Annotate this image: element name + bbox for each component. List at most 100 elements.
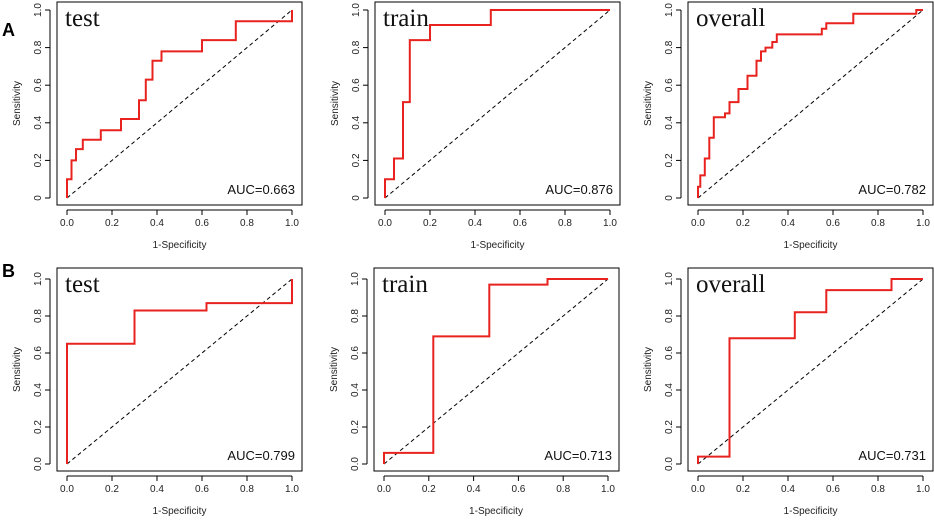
y-tick-label: 0: [664, 195, 675, 201]
plot-frame: [56, 1, 303, 206]
y-tick-label: 0: [33, 195, 44, 201]
y-tick-label: 0.2: [350, 420, 361, 434]
x-tick-label: 0.6: [195, 218, 209, 229]
roc-curve-line: [66, 279, 293, 464]
y-tick-label: 0.8: [33, 309, 44, 323]
plot-frame: [373, 267, 620, 472]
y-tick-label: 1.0: [33, 3, 44, 17]
roc-curve-line: [66, 10, 293, 198]
x-tick-label: 0.4: [468, 218, 482, 229]
y-tick-label: 0.6: [664, 346, 675, 360]
roc-curve-line: [383, 278, 608, 464]
diagonal-reference-line: [383, 278, 609, 465]
y-tick-label: 0.0: [350, 457, 361, 471]
row-label-b: B: [2, 261, 15, 281]
plot-frame: [687, 1, 934, 206]
x-axis-title: 1-Specificity: [469, 506, 523, 517]
y-tick-label: 0.4: [33, 383, 44, 397]
y-tick-label: 0.6: [664, 78, 675, 92]
x-tick-label: 0.2: [736, 484, 750, 495]
y-tick-label: 0.0: [664, 457, 675, 471]
panel-title: test: [65, 271, 100, 298]
x-axis-title: 1-Specificity: [784, 240, 838, 251]
y-tick-label: 0.6: [33, 346, 44, 360]
panel-title: train: [383, 5, 429, 32]
y-tick-label: 0.4: [664, 115, 675, 129]
y-tick-label: 0.4: [33, 115, 44, 129]
x-tick-label: 1.0: [916, 218, 930, 229]
y-tick-label: 0: [351, 195, 362, 201]
x-tick-label: 0.0: [691, 484, 705, 495]
y-tick-label: 1.0: [664, 3, 675, 17]
x-tick-label: 0.0: [60, 218, 74, 229]
roc-panel-6: 0.0 0.2 0.4 0.6 0.8 1.0 0.0 0.2 0.4 0.6 0.8 1.0 1-Sp…: [643, 267, 934, 517]
y-axis-title: Sensitivity: [12, 81, 23, 126]
x-tick-label: 0.6: [513, 218, 527, 229]
x-tick-label: 0.0: [378, 218, 392, 229]
y-tick-label: 0.2: [664, 153, 675, 167]
x-axis-title: 1-Specificity: [153, 240, 207, 251]
x-tick-label: 0.8: [871, 218, 885, 229]
y-tick-label: 0.2: [33, 420, 44, 434]
x-tick-label: 1.0: [603, 218, 617, 229]
roc-curve-line: [697, 278, 923, 464]
x-tick-label: 0.2: [423, 218, 437, 229]
x-tick-label: 0.2: [105, 484, 119, 495]
y-tick-label: 0.4: [351, 115, 362, 129]
x-tick-label: 0.8: [558, 218, 572, 229]
y-tick-label: 0.2: [33, 153, 44, 167]
x-tick-label: 0.8: [240, 218, 254, 229]
y-tick-label: 1.0: [350, 272, 361, 286]
x-axis-title: 1-Specificity: [153, 506, 207, 517]
row-label-a: A: [2, 20, 15, 40]
x-tick-label: 1.0: [916, 484, 930, 495]
x-tick-label: 0.4: [150, 218, 164, 229]
y-axis-title: Sensitivity: [12, 347, 23, 392]
x-axis-title: 1-Specificity: [471, 240, 525, 251]
y-tick-label: 1.0: [351, 3, 362, 17]
diagonal-reference-line: [697, 278, 924, 465]
diagonal-reference-line: [66, 9, 293, 199]
y-tick-label: 0.8: [33, 40, 44, 54]
auc-label: AUC=0.713: [544, 448, 612, 463]
diagonal-reference-line: [384, 9, 611, 199]
x-tick-label: 0.2: [105, 218, 119, 229]
roc-panel-1: 0.0 0.2 0.4 0.6 0.8 1.0 0 0.2 0.4 0.6 0.8 1.0 1-Spec…: [12, 1, 303, 251]
plot-frame: [56, 267, 303, 472]
x-tick-label: 0.6: [511, 484, 525, 495]
auc-label: AUC=0.782: [858, 182, 926, 197]
y-tick-label: 1.0: [664, 272, 675, 286]
y-tick-label: 1.0: [33, 272, 44, 286]
y-axis-title: Sensitivity: [330, 81, 341, 126]
x-tick-label: 0.0: [60, 484, 74, 495]
x-tick-label: 0.6: [826, 218, 840, 229]
x-tick-label: 1.0: [601, 484, 615, 495]
x-tick-label: 0.8: [556, 484, 570, 495]
y-tick-label: 0.4: [350, 383, 361, 397]
roc-panel-5: 0.0 0.2 0.4 0.6 0.8 1.0 0.0 0.2 0.4 0.6 0.8 1.0 1-Sp…: [329, 267, 620, 517]
auc-label: AUC=0.663: [227, 182, 295, 197]
roc-panel-4: 0.0 0.2 0.4 0.6 0.8 1.0 0.0 0.2 0.4 0.6 0.8 1.0 1-Sp…: [12, 267, 303, 517]
y-axis-title: Sensitivity: [643, 347, 654, 392]
y-tick-label: 0.8: [351, 40, 362, 54]
panel-title: overall: [696, 271, 765, 298]
y-tick-label: 0.2: [351, 153, 362, 167]
panel-title: train: [382, 271, 428, 298]
x-tick-label: 0.0: [377, 484, 391, 495]
auc-label: AUC=0.799: [227, 448, 295, 463]
diagonal-reference-line: [66, 278, 293, 465]
diagonal-reference-line: [697, 9, 924, 199]
x-tick-label: 0.0: [691, 218, 705, 229]
plot-frame: [374, 1, 621, 206]
y-axis-title: Sensitivity: [643, 81, 654, 126]
auc-label: AUC=0.876: [545, 182, 613, 197]
x-tick-label: 0.6: [195, 484, 209, 495]
x-tick-label: 0.2: [422, 484, 436, 495]
y-tick-label: 0.6: [350, 346, 361, 360]
y-tick-label: 0.8: [350, 309, 361, 323]
x-tick-label: 0.4: [781, 218, 795, 229]
x-axis-title: 1-Specificity: [784, 506, 838, 517]
roc-panel-2: 0.0 0.2 0.4 0.6 0.8 1.0 0 0.2 0.4 0.6 0.8 1.0 1-Spec…: [330, 1, 621, 251]
x-tick-label: 0.8: [871, 484, 885, 495]
